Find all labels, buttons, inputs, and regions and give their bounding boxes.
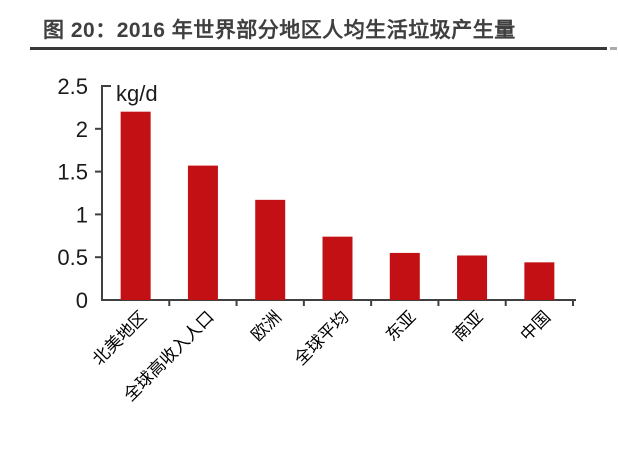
title-underline-dash: [610, 47, 617, 50]
y-tick-label: 2.5: [57, 74, 88, 99]
title-underline: [30, 47, 607, 50]
x-category-label: 东亚: [382, 307, 419, 344]
x-category-label: 中国: [517, 307, 554, 344]
y-tick-label: 2: [76, 117, 88, 142]
bar: [322, 236, 353, 300]
x-category-label: 北美地区: [89, 307, 151, 369]
y-tick-label: 1.5: [57, 160, 88, 185]
x-category-label: 欧洲: [248, 307, 285, 344]
figure-title: 图 20：2016 年世界部分地区人均生活垃圾产生量: [43, 19, 516, 42]
bar: [120, 111, 151, 301]
y-axis-unit-label: kg/d: [116, 81, 158, 106]
y-tick-label: 0: [76, 288, 88, 313]
y-tick-label: 0.5: [57, 245, 88, 270]
x-category-label: 南亚: [449, 307, 486, 344]
y-tick-label: 1: [76, 202, 88, 227]
bar: [187, 165, 218, 300]
bar: [389, 252, 420, 300]
bar: [524, 262, 555, 300]
bar: [457, 255, 488, 300]
x-category-label: 全球平均: [291, 307, 353, 369]
bar: [255, 199, 286, 300]
